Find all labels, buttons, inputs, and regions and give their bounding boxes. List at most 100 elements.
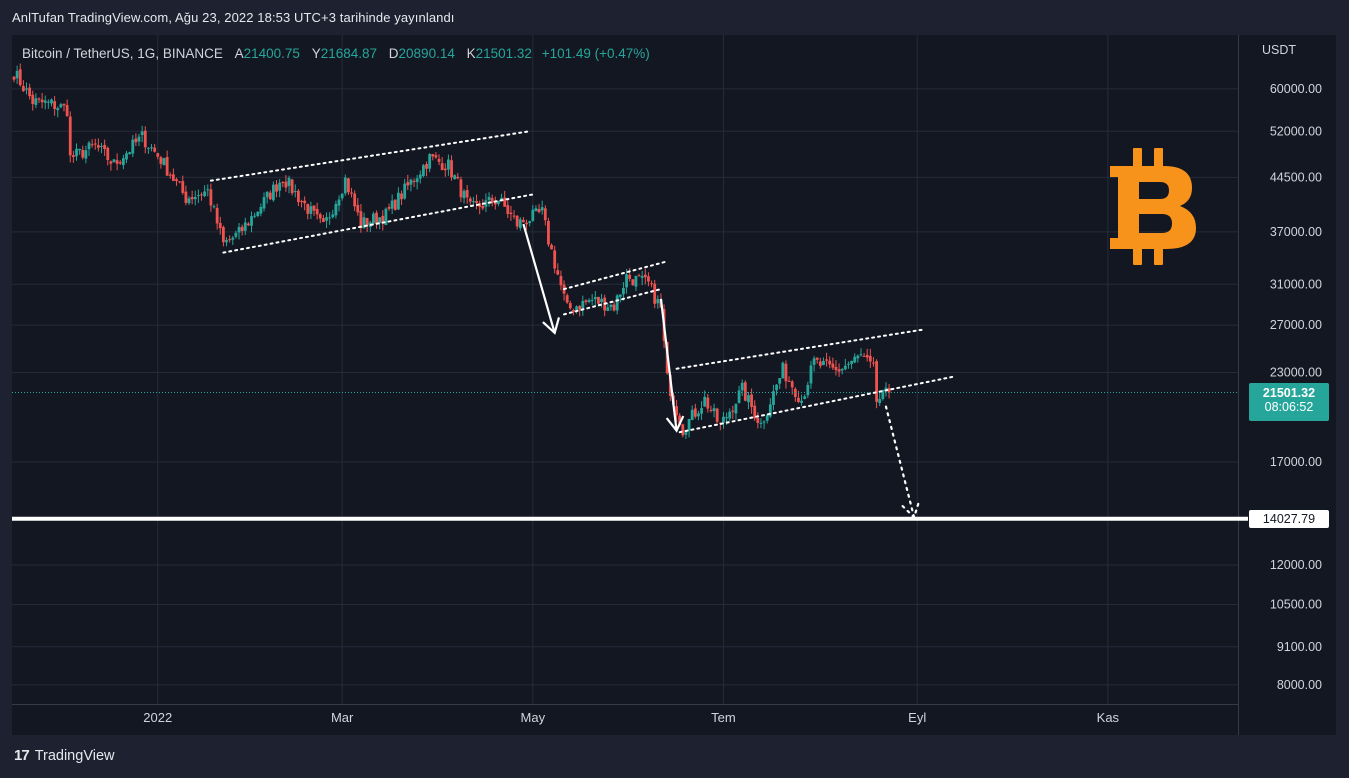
candle-body (756, 417, 760, 423)
candle-body (643, 274, 647, 278)
candle-body (293, 190, 297, 192)
candle-body (597, 296, 600, 304)
candle-body (740, 382, 744, 391)
candle-body (600, 298, 603, 303)
candle-body (372, 213, 375, 224)
candle-body (328, 217, 332, 219)
candle-body (315, 208, 319, 215)
candle-body (15, 70, 19, 79)
arrow-shaft (884, 405, 916, 519)
candle-body (765, 415, 769, 421)
candle-body (125, 153, 128, 160)
candle-body (587, 300, 591, 303)
candle-body (593, 297, 597, 300)
candle-body (572, 309, 575, 312)
currency-label[interactable]: USDT (1262, 43, 1297, 57)
candle-body (193, 196, 197, 200)
arrow-shaft (522, 223, 556, 334)
candle-body (775, 384, 778, 391)
candle-body (612, 304, 616, 311)
price-chart[interactable]: 60000.00 52000.00 44500.00 37000.00 31000.00… (12, 35, 1336, 735)
candle-body (618, 294, 622, 297)
candle-body (150, 147, 153, 149)
candle-body (246, 223, 250, 226)
candle-body (309, 206, 313, 214)
candle-body (759, 422, 763, 424)
candle-body (456, 176, 460, 179)
x-tick-label: 2022 (143, 710, 172, 725)
candle-body (400, 193, 403, 200)
y-tick-label: 52000.00 (1270, 124, 1322, 138)
y-tick-label: 8000.00 (1277, 678, 1322, 692)
candle-body (115, 160, 119, 164)
candle-body (640, 276, 644, 278)
candle-body (96, 145, 100, 148)
candle-body (31, 94, 35, 105)
candle-body (850, 360, 853, 364)
candle-body (822, 361, 825, 366)
candle-body (196, 195, 200, 197)
candle-body (278, 182, 282, 191)
candle-body (715, 408, 719, 422)
candle-body (171, 174, 175, 181)
candle-body (722, 416, 725, 423)
candle-body (331, 214, 335, 218)
candle-body (225, 240, 228, 243)
candle-body (200, 194, 203, 196)
candle-body (359, 211, 363, 228)
y-tick-label: 27000.00 (1270, 318, 1322, 332)
candle-body (62, 103, 66, 106)
candle-body (631, 279, 635, 286)
candle-body (834, 366, 838, 371)
candle-body (275, 184, 278, 192)
candle-body (681, 424, 685, 436)
y-tick-label: 23000.00 (1270, 366, 1322, 380)
candle-body (434, 155, 438, 158)
candle-body (778, 378, 782, 384)
candle-body (250, 216, 253, 226)
candle-body (231, 237, 235, 240)
candle-body (46, 101, 50, 103)
candle-body (647, 276, 650, 282)
candle-body (447, 159, 450, 170)
candle-body (528, 221, 532, 224)
candle-body (228, 239, 232, 241)
candle-body (693, 408, 697, 417)
candle-body (334, 203, 338, 216)
publish-header: AnlTufan TradingView.com, Ağu 23, 2022 1… (12, 10, 455, 25)
candle-body (403, 183, 407, 199)
candle-body (25, 88, 28, 90)
candle-body (234, 232, 238, 237)
candle-body (265, 191, 269, 198)
channel-upper-line (675, 328, 925, 370)
candle-body (143, 130, 147, 148)
candle-body (112, 159, 116, 163)
legend-symbol[interactable]: Bitcoin / TetherUS, 1G, BINANCE (22, 46, 223, 61)
channel-upper-line (563, 260, 669, 291)
legend-open-value: 21400.75 (243, 46, 300, 61)
candle-body (515, 215, 519, 227)
candle-body (556, 270, 560, 275)
candle-body (709, 409, 713, 411)
candle-body (221, 227, 225, 243)
candle-body (218, 223, 222, 229)
candle-body (268, 192, 272, 200)
candle-body (615, 295, 619, 311)
candle-body (678, 415, 682, 425)
candle-body (431, 154, 435, 157)
candle-body (553, 250, 557, 269)
chart-legend: Bitcoin / TetherUS, 1G, BINANCE A21400.7… (22, 46, 650, 61)
candle-body (481, 206, 485, 209)
candle-body (406, 182, 410, 186)
candle-body (537, 209, 541, 213)
candle-body (503, 197, 507, 207)
candle-body (878, 398, 882, 404)
footer-brand[interactable]: 17 TradingView (14, 747, 114, 764)
last-price-value: 21501.32 (1262, 386, 1316, 401)
chart-frame[interactable]: 60000.00 52000.00 44500.00 37000.00 31000.00… (12, 35, 1336, 735)
candle-body (18, 69, 22, 86)
candle-body (425, 163, 428, 169)
candle-body (506, 205, 510, 214)
channel-lower-line (678, 375, 956, 434)
candle-body (531, 209, 535, 221)
